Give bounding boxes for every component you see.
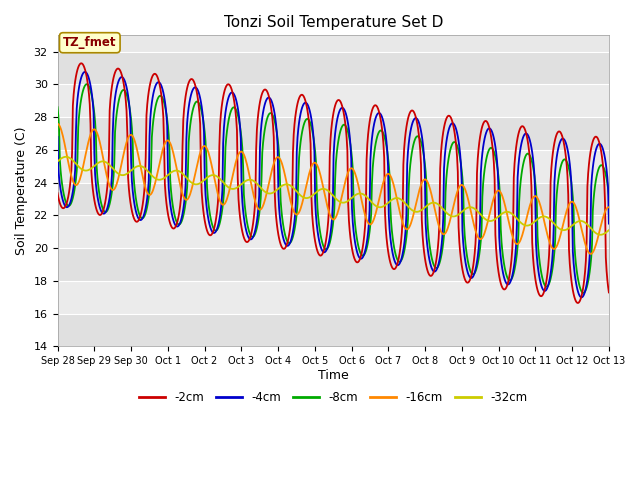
-16cm [400,224,408,229]
Text: TZ_fmet: TZ_fmet [63,36,116,49]
Legend: -2cm, -4cm, -8cm, -16cm, -32cm: -2cm, -4cm, -8cm, -16cm, -32cm [134,386,532,409]
Bar [58,117,609,150]
-32cm [54,158,61,164]
-4cm [605,221,612,227]
-2cm [206,232,214,238]
Bar [58,248,609,281]
Line: -8cm: -8cm [58,84,609,293]
-8cm [417,139,425,144]
-2cm [54,190,61,196]
Line: -16cm: -16cm [58,124,609,254]
Line: -4cm: -4cm [58,72,609,297]
Y-axis label: Soil Temperature (C): Soil Temperature (C) [15,127,28,255]
-2cm [121,90,129,96]
-2cm [573,300,581,306]
-16cm [417,184,424,190]
-4cm [206,224,214,229]
-8cm [83,81,90,87]
Line: -32cm: -32cm [58,157,609,235]
-32cm [401,200,409,206]
-8cm [580,290,588,296]
-8cm [63,202,71,208]
-16cm [587,251,595,257]
-4cm [177,217,185,223]
-16cm [120,148,128,154]
-8cm [401,245,409,251]
-32cm [206,173,214,179]
-2cm [177,195,185,201]
Bar [58,84,609,117]
-32cm [121,172,129,178]
Title: Tonzi Soil Temperature Set D: Tonzi Soil Temperature Set D [223,15,443,30]
-2cm [417,162,425,168]
-16cm [205,153,213,158]
-16cm [177,183,184,189]
-32cm [605,227,612,233]
-8cm [605,192,612,198]
Bar [58,52,609,84]
-16cm [605,204,612,210]
Bar [58,313,609,347]
-32cm [62,154,70,160]
-4cm [81,69,89,75]
-32cm [177,169,185,175]
-8cm [54,104,61,110]
-4cm [417,128,425,134]
-8cm [177,220,185,226]
-2cm [77,60,85,66]
-32cm [417,207,425,213]
X-axis label: Time: Time [318,369,349,382]
Line: -2cm: -2cm [58,63,609,303]
-4cm [54,134,61,140]
-4cm [63,204,71,210]
-8cm [121,88,129,94]
-16cm [54,121,61,127]
Bar [58,216,609,248]
-32cm [596,232,604,238]
-4cm [577,294,585,300]
-2cm [63,197,71,203]
-32cm [65,155,72,160]
-2cm [401,137,409,143]
Bar [58,150,609,183]
Bar [58,281,609,313]
-4cm [121,79,129,84]
-4cm [401,235,409,241]
-16cm [63,156,71,161]
-8cm [206,213,214,218]
-2cm [605,289,612,295]
Bar [58,183,609,216]
